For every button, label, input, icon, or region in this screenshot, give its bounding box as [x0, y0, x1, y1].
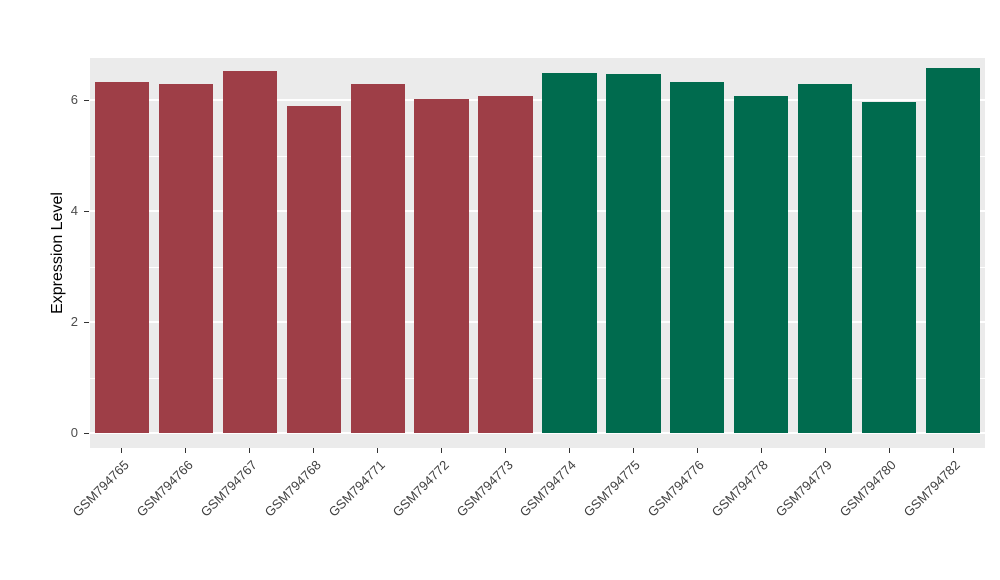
- x-tick-label: GSM794772: [389, 457, 452, 520]
- y-tick-label: 0: [70, 425, 78, 440]
- x-tick-mark: [185, 448, 187, 453]
- plot-panel: [90, 58, 985, 448]
- x-tick-mark: [952, 448, 954, 453]
- y-tick-label: 6: [70, 92, 78, 107]
- x-tick-label: GSM794774: [517, 457, 580, 520]
- gridline-minor: [90, 377, 985, 379]
- x-tick-mark: [632, 448, 634, 453]
- x-tick-mark: [249, 448, 251, 453]
- x-tick-mark: [377, 448, 379, 453]
- bar-GSM794776: [670, 82, 725, 433]
- bar-GSM794780: [861, 102, 917, 433]
- bar-GSM794774: [542, 73, 597, 433]
- x-tick-label: GSM794775: [581, 457, 644, 520]
- gridline-minor: [90, 266, 985, 268]
- bar-GSM794765: [94, 82, 150, 433]
- x-tick-label: GSM794782: [900, 457, 963, 520]
- x-tick-label: GSM794771: [325, 457, 388, 520]
- x-tick-mark: [824, 448, 826, 453]
- x-tick-mark: [313, 448, 315, 453]
- x-tick-mark: [568, 448, 570, 453]
- gridline-major: [90, 321, 985, 323]
- gridline-minor: [90, 155, 985, 157]
- bar-GSM794778: [734, 96, 789, 433]
- bar-GSM794782: [925, 68, 981, 433]
- x-tick-mark: [505, 448, 507, 453]
- y-tick-label: 4: [70, 203, 78, 218]
- bar-GSM794767: [222, 71, 277, 433]
- bar-GSM794773: [478, 96, 533, 433]
- x-tick-mark: [121, 448, 123, 453]
- y-tick-label: 2: [70, 314, 78, 329]
- y-tick-mark: [84, 432, 89, 434]
- x-tick-mark: [760, 448, 762, 453]
- x-tick-label: GSM794778: [708, 457, 772, 520]
- y-tick-mark: [84, 321, 89, 323]
- x-tick-mark: [441, 448, 443, 453]
- bar-GSM794766: [158, 84, 214, 433]
- x-tick-mark: [696, 448, 698, 453]
- x-tick-label: GSM794773: [453, 457, 516, 520]
- gridline-major: [90, 210, 985, 212]
- x-tick-label: GSM794780: [836, 457, 900, 520]
- x-tick-mark: [888, 448, 890, 453]
- gridline-major: [90, 432, 985, 434]
- x-tick-label: GSM794766: [133, 457, 196, 520]
- y-tick-mark: [84, 99, 89, 101]
- y-tick-mark: [84, 210, 89, 212]
- x-tick-label: GSM794765: [69, 457, 132, 520]
- x-tick-label: GSM794768: [261, 457, 324, 520]
- bar-GSM794775: [606, 74, 661, 433]
- bar-GSM794768: [286, 105, 341, 433]
- x-tick-label: GSM794767: [197, 457, 260, 520]
- bar-GSM794772: [414, 99, 469, 433]
- gridline-major: [90, 99, 985, 101]
- bar-GSM794779: [798, 84, 853, 433]
- x-tick-label: GSM794776: [645, 457, 708, 520]
- bar-GSM794771: [350, 84, 405, 433]
- x-tick-label: GSM794779: [772, 457, 836, 520]
